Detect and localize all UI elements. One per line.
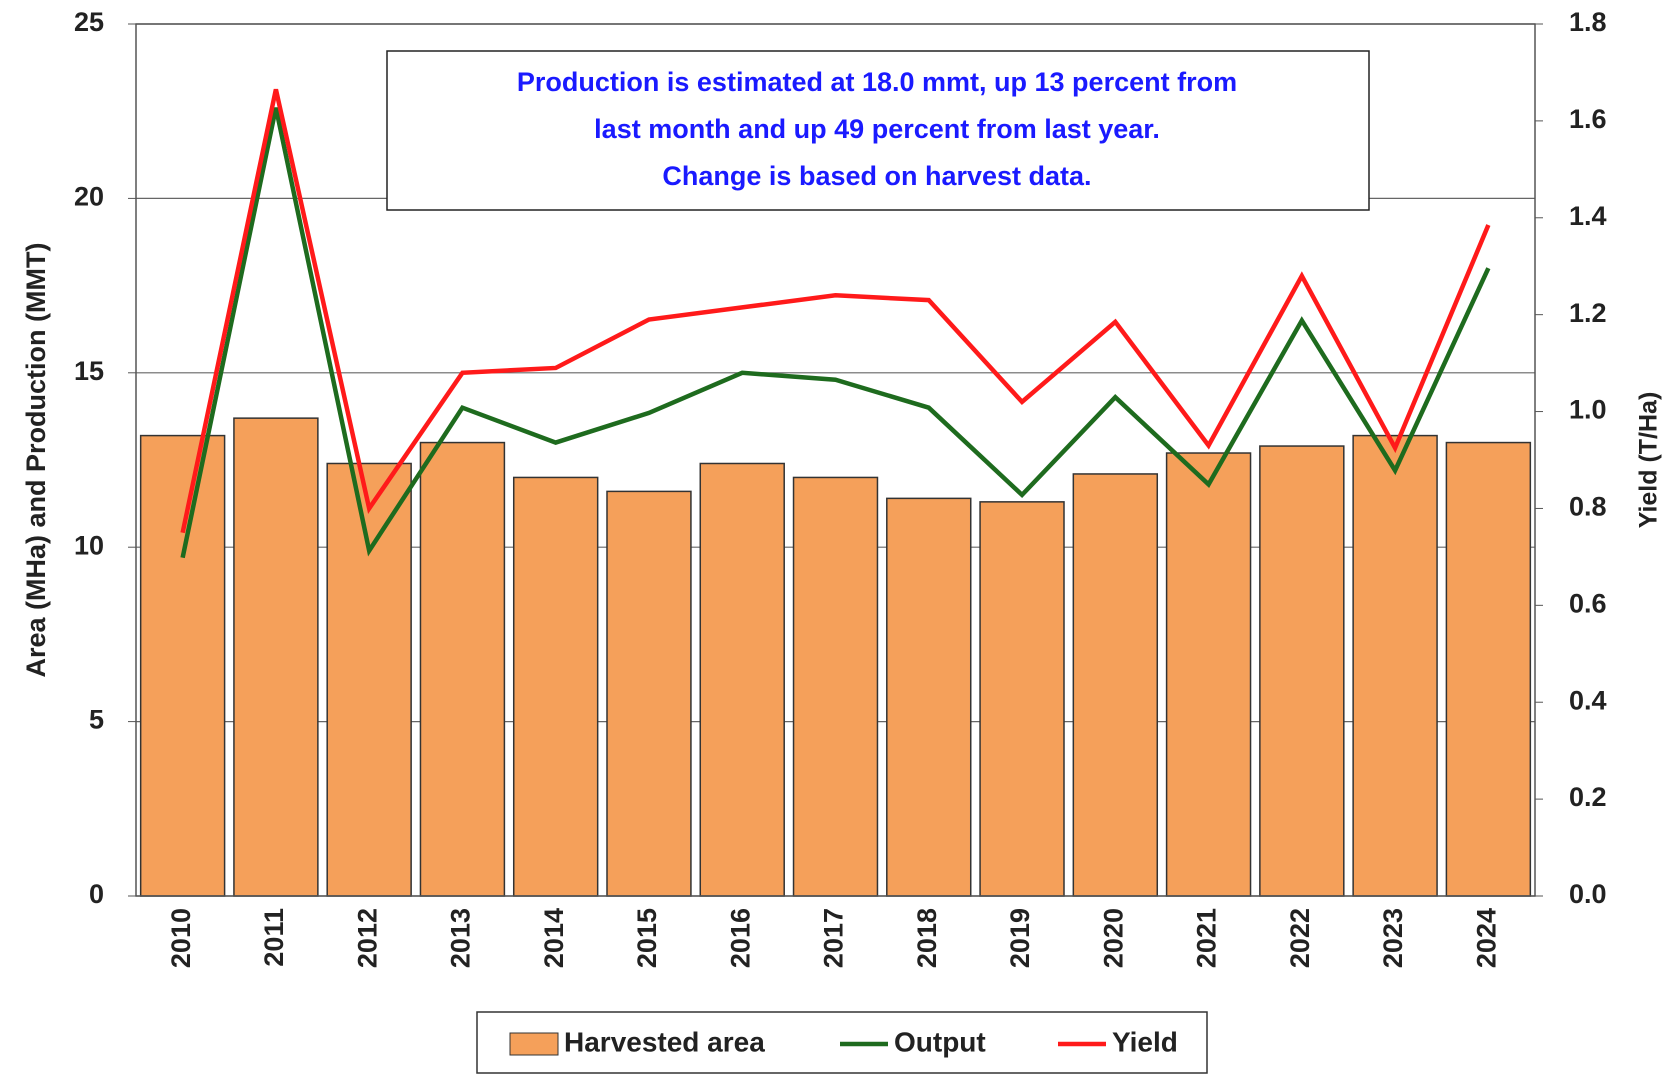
x-tick-label: 2024 bbox=[1471, 908, 1501, 968]
bars bbox=[139, 417, 1532, 897]
x-tick-label: 2018 bbox=[912, 908, 942, 968]
lines bbox=[180, 88, 1491, 559]
line-yield bbox=[180, 88, 1491, 534]
bar bbox=[886, 497, 972, 897]
legend-label: Output bbox=[894, 1026, 986, 1057]
annotation-box bbox=[386, 50, 1370, 211]
x-tick-label: 2020 bbox=[1098, 908, 1128, 968]
bar bbox=[606, 490, 692, 897]
x-tick-label: 2023 bbox=[1378, 908, 1408, 968]
legend-swatch bbox=[509, 1032, 559, 1056]
bar bbox=[233, 417, 319, 897]
y2-tick-label: 1.6 bbox=[1569, 104, 1607, 134]
y-tick-label: 20 bbox=[74, 182, 104, 212]
x-tick-label: 2021 bbox=[1192, 908, 1222, 968]
legend-label: Yield bbox=[1112, 1026, 1178, 1057]
plot-frame bbox=[135, 23, 1536, 897]
x-tick-label: 2015 bbox=[632, 908, 662, 968]
legend-label: Harvested area bbox=[564, 1026, 765, 1057]
y-tick-label: 10 bbox=[74, 530, 104, 560]
bar bbox=[139, 434, 226, 897]
bar bbox=[1445, 441, 1532, 897]
y2-tick-label: 0.8 bbox=[1569, 492, 1607, 522]
bar bbox=[419, 441, 506, 897]
y-tick-label: 15 bbox=[74, 356, 104, 386]
x-tick-label: 2011 bbox=[259, 908, 289, 967]
bar bbox=[699, 462, 785, 897]
line-output bbox=[180, 107, 1491, 559]
legend: Harvested area Output Yield bbox=[509, 1026, 1178, 1057]
x-tick-label: 2012 bbox=[352, 908, 382, 968]
bar bbox=[326, 462, 412, 897]
y-tick-label: 25 bbox=[74, 7, 104, 37]
x-tick-label: 2014 bbox=[539, 908, 569, 968]
y2-tick-label: 0.0 bbox=[1569, 879, 1607, 909]
x-tick-label: 2016 bbox=[725, 908, 755, 968]
bar bbox=[979, 501, 1065, 897]
x-tick-label: 2019 bbox=[1005, 908, 1035, 968]
x-tick-label: 2013 bbox=[446, 908, 476, 968]
y2-axis-label: Yield (T/Ha) bbox=[1635, 392, 1663, 529]
y2-tick-label: 1.8 bbox=[1569, 7, 1607, 37]
annotation-line: Production is estimated at 18.0 mmt, up … bbox=[517, 67, 1237, 97]
y-axis-label: Area (MHa) and Production (MMT) bbox=[21, 243, 51, 678]
y2-tick-label: 1.4 bbox=[1569, 201, 1607, 231]
bar bbox=[1352, 434, 1438, 897]
annotation: Production is estimated at 18.0 mmt, up … bbox=[517, 67, 1237, 191]
bar bbox=[1259, 445, 1345, 897]
bar bbox=[792, 476, 879, 897]
y2-tick-label: 0.6 bbox=[1569, 588, 1607, 618]
y2-tick-label: 0.2 bbox=[1569, 782, 1607, 812]
x-tick-label: 2022 bbox=[1285, 908, 1315, 968]
y-tick-label: 5 bbox=[89, 705, 104, 735]
annotation-line: last month and up 49 percent from last y… bbox=[594, 114, 1160, 144]
x-tick-label: 2010 bbox=[166, 908, 196, 968]
bar bbox=[1072, 473, 1159, 897]
y2-tick-label: 1.0 bbox=[1569, 395, 1607, 425]
y2-tick-label: 0.4 bbox=[1569, 685, 1607, 715]
bar bbox=[512, 476, 599, 897]
bar bbox=[1165, 452, 1252, 897]
x-tick-label: 2017 bbox=[819, 908, 849, 968]
annotation-line: Change is based on harvest data. bbox=[662, 161, 1091, 191]
y-tick-label: 0 bbox=[89, 879, 104, 909]
y2-tick-label: 1.2 bbox=[1569, 298, 1607, 328]
